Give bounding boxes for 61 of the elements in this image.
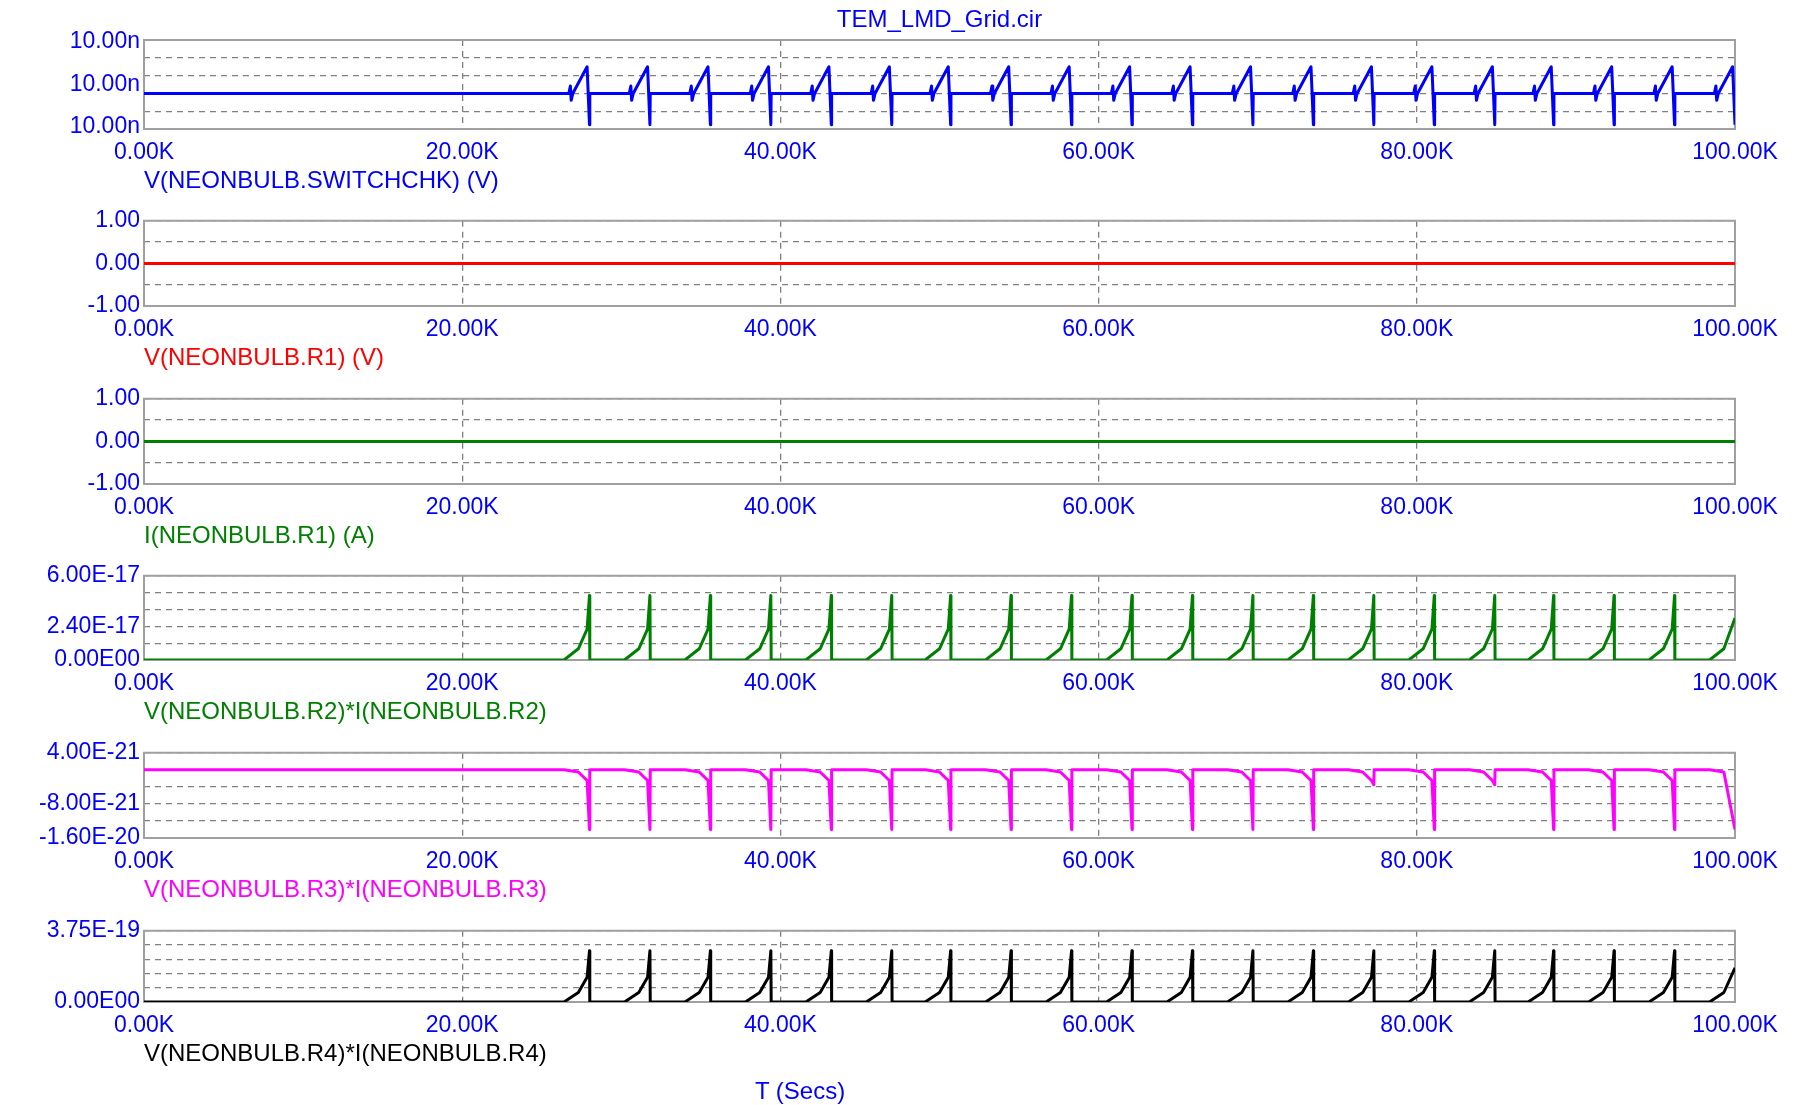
x-tick-label: 0.00K xyxy=(113,1011,175,1038)
x-tick-label: 80.00K xyxy=(1380,315,1454,342)
x-tick-label: 40.00K xyxy=(743,669,818,696)
y-tick-label: 3.75E-19 xyxy=(46,916,140,943)
x-tick-label: 60.00K xyxy=(1062,669,1136,696)
series-label: V(NEONBULB.R2)*I(NEONBULB.R2) xyxy=(144,697,547,724)
x-tick-label: 60.00K xyxy=(1062,493,1136,520)
series-label: V(NEONBULB.R4)*I(NEONBULB.R4) xyxy=(144,1039,547,1066)
x-tick-label: 20.00K xyxy=(425,1011,500,1038)
x-tick-label: 20.00K xyxy=(425,847,500,874)
text: 10.00n xyxy=(69,27,140,54)
text: I(NEONBULB.R1) (A) xyxy=(144,521,375,548)
x-tick-label: 20.00K xyxy=(425,493,500,520)
x-tick-label: 100.00K xyxy=(1692,1011,1779,1038)
x-tick-label: 100.00K xyxy=(1692,847,1779,874)
x-tick-label: 20.00K xyxy=(425,138,500,165)
x-tick-label: 0.00K xyxy=(113,669,175,696)
x-tick-label: 100.00K xyxy=(1692,493,1779,520)
y-tick-label: 2.40E-17 xyxy=(46,611,140,638)
text: 10.00n xyxy=(69,112,140,139)
x-tick-label: 20.00K xyxy=(425,669,500,696)
x-tick-label: 0.00K xyxy=(113,493,175,520)
chart-title: TEM_LMD_Grid.cir xyxy=(836,5,1043,32)
x-tick-label: 40.00K xyxy=(743,315,818,342)
x-tick-label: 0.00K xyxy=(113,315,175,342)
x-tick-label: 80.00K xyxy=(1380,847,1454,874)
x-tick-label: 80.00K xyxy=(1380,669,1454,696)
y-tick-label: 1.00 xyxy=(95,384,140,411)
text: 10.00n xyxy=(69,69,140,96)
y-tick-label: -1.60E-20 xyxy=(38,823,140,850)
x-axis-title: T (Secs) xyxy=(754,1077,846,1104)
x-tick-label: 40.00K xyxy=(743,1011,818,1038)
y-tick-label: 4.00E-21 xyxy=(46,738,140,765)
x-tick-label: 0.00K xyxy=(113,847,175,874)
x-tick-label: 40.00K xyxy=(743,493,818,520)
x-tick-label: 0.00K xyxy=(113,138,175,165)
y-tick-label: 0.00E00 xyxy=(54,987,140,1014)
x-tick-label: 100.00K xyxy=(1692,669,1779,696)
x-tick-label: 100.00K xyxy=(1692,315,1779,342)
x-tick-label: 100.00K xyxy=(1692,138,1779,165)
x-tick-label: 80.00K xyxy=(1380,138,1454,165)
x-tick-label: 20.00K xyxy=(425,315,500,342)
x-tick-label: 60.00K xyxy=(1062,1011,1136,1038)
y-tick-label: 0.00E00 xyxy=(54,645,140,672)
x-tick-label: 60.00K xyxy=(1062,315,1136,342)
x-tick-label: 80.00K xyxy=(1380,1011,1454,1038)
x-tick-label: 80.00K xyxy=(1380,493,1454,520)
y-tick-label: -1.00 xyxy=(87,291,140,318)
x-tick-label: 40.00K xyxy=(743,847,818,874)
y-tick-label: 0.00 xyxy=(95,426,140,453)
x-tick-label: 60.00K xyxy=(1062,138,1136,165)
text: V(NEONBULB.R1) (V) xyxy=(144,343,385,370)
x-tick-label: 40.00K xyxy=(743,138,818,165)
y-tick-label: 6.00E-17 xyxy=(46,561,140,588)
y-tick-label: -8.00E-21 xyxy=(38,789,140,816)
text: V(NEONBULB.R3)*I(NEONBULB.R3) xyxy=(144,875,547,902)
y-tick-label: 0.00 xyxy=(95,248,140,275)
y-tick-label: -1.00 xyxy=(87,469,140,496)
text: V(NEONBULB.SWITCHCHK) (V) xyxy=(144,166,499,193)
y-tick-label: 1.00 xyxy=(95,206,140,233)
x-tick-label: 60.00K xyxy=(1062,847,1136,874)
